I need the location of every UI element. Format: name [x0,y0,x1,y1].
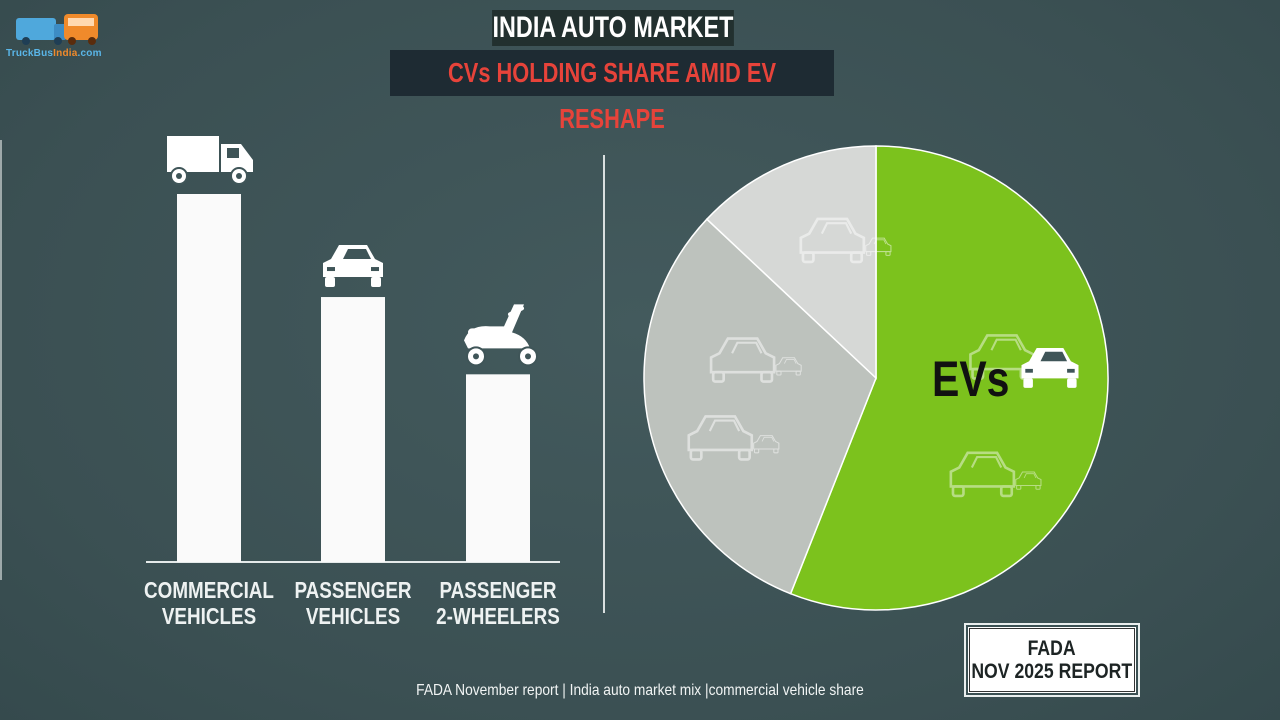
bar-chart [146,136,560,563]
truck-icon [167,136,253,185]
bar-3 [466,374,530,562]
footer-caption: FADA November report | India auto market… [416,682,864,699]
pie-chart: EVs [643,145,1109,611]
pie-slice-3 [705,145,877,380]
faint-car-icon [799,217,892,264]
bar-2 [321,297,385,562]
page-subtitle-box: CVs HOLDING SHARE AMID EV RESHAPE [390,50,834,134]
category-label-line: VEHICLES [305,603,401,629]
badge-line-2: NOV 2025 REPORT [971,660,1133,683]
category-label-2: PASSENGER VEHICLES [287,577,418,629]
left-edge-rule [0,140,2,580]
category-label-line: PASSENGER [439,577,557,603]
ev-car-icon [1021,348,1079,388]
category-label-line: PASSENGER [294,577,412,603]
category-label-1: COMMERCIAL VEHICLES [143,577,274,629]
pie-slice-1 [789,145,1109,611]
pie-slice-label-evs: EVs [932,351,1009,407]
badge-line-1: FADA [1027,637,1077,660]
scooter-icon [464,304,538,367]
logo-text: TruckBusIndia.com [6,48,102,59]
faint-car-icon [709,337,802,383]
page-title: INDIA AUTO MARKET MIX [492,10,734,80]
pie-slice-2 [643,218,877,595]
truckbusindia-logo[interactable]: TruckBusIndia.com [4,8,116,59]
logo-vehicles-icon [16,14,98,45]
fada-report-badge: FADA NOV 2025 REPORT [964,623,1140,697]
category-label-line: COMMERCIAL [144,577,274,603]
category-label-line: 2-WHEELERS [436,603,560,629]
category-label-line: VEHICLES [161,603,257,629]
car-icon [323,245,383,288]
category-label-3: PASSENGER 2-WHEELERS [432,577,563,629]
panel-divider [603,155,605,613]
faint-car-icon [687,415,780,461]
faint-car-icon [949,451,1042,498]
bar-1 [177,194,241,562]
page-subtitle: CVs HOLDING SHARE AMID EV RESHAPE [447,57,777,134]
